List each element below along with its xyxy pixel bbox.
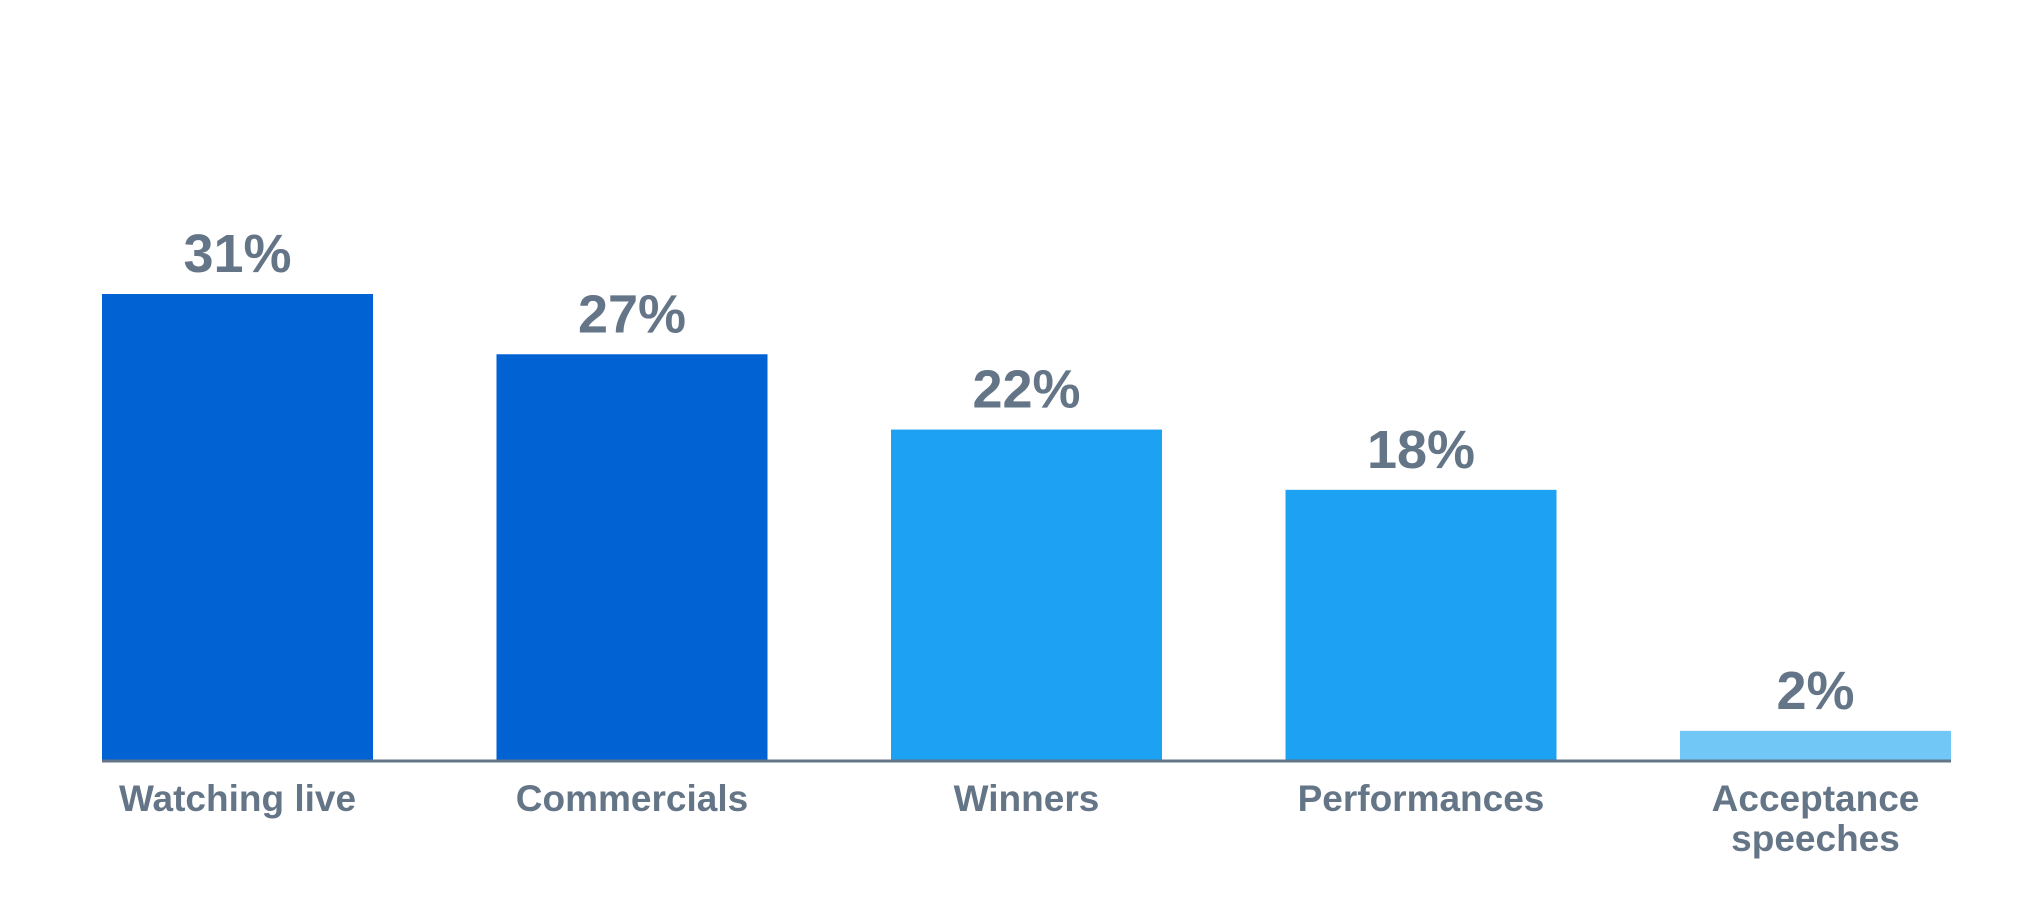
category-label: Winners — [953, 778, 1100, 819]
category-label: Commercials — [515, 778, 749, 819]
bar — [102, 294, 373, 761]
value-label: 2% — [1776, 661, 1854, 721]
bar — [891, 429, 1162, 761]
category-label: Watching live — [118, 778, 357, 819]
value-label: 22% — [972, 360, 1080, 420]
value-label: 18% — [1367, 420, 1475, 480]
value-label: 27% — [578, 284, 686, 344]
bar — [1285, 489, 1557, 761]
category-label: Acceptance speeches — [1711, 778, 1920, 859]
bar — [496, 354, 768, 761]
value-label: 31% — [183, 224, 291, 284]
bar — [1680, 730, 1951, 761]
category-label: Performances — [1297, 778, 1545, 819]
